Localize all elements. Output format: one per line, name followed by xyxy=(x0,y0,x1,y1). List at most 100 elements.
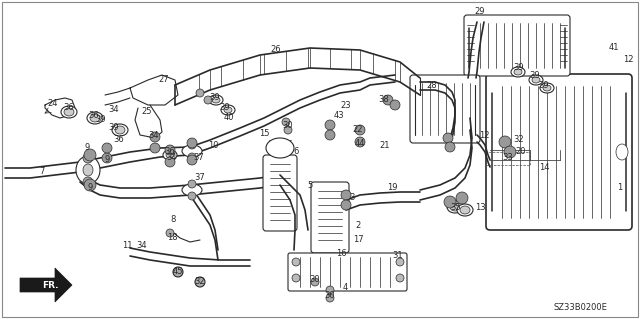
Text: 39: 39 xyxy=(109,123,119,132)
Text: 39: 39 xyxy=(96,115,106,124)
Text: 13: 13 xyxy=(475,204,485,212)
Text: 39: 39 xyxy=(539,80,549,90)
Text: 8: 8 xyxy=(170,216,176,225)
Ellipse shape xyxy=(456,192,468,204)
Text: 17: 17 xyxy=(353,235,364,244)
Ellipse shape xyxy=(383,95,393,105)
Ellipse shape xyxy=(112,124,128,136)
Ellipse shape xyxy=(84,149,96,161)
Text: 10: 10 xyxy=(208,140,218,150)
Text: 12: 12 xyxy=(479,130,489,139)
Text: 35: 35 xyxy=(451,203,461,211)
Ellipse shape xyxy=(529,75,543,85)
Text: 32: 32 xyxy=(195,278,205,286)
Ellipse shape xyxy=(84,179,96,191)
Ellipse shape xyxy=(188,153,196,161)
Text: 28: 28 xyxy=(427,80,437,90)
Ellipse shape xyxy=(165,157,175,167)
Ellipse shape xyxy=(83,177,93,187)
Ellipse shape xyxy=(511,67,525,77)
Text: 9: 9 xyxy=(88,183,93,192)
Ellipse shape xyxy=(282,118,290,126)
Text: 14: 14 xyxy=(539,164,549,173)
Ellipse shape xyxy=(450,203,460,211)
Text: 39: 39 xyxy=(210,93,220,101)
Ellipse shape xyxy=(396,274,404,282)
Ellipse shape xyxy=(90,114,100,122)
Ellipse shape xyxy=(514,69,522,75)
Ellipse shape xyxy=(390,100,400,110)
Ellipse shape xyxy=(173,267,183,277)
Text: 40: 40 xyxy=(224,114,234,122)
Ellipse shape xyxy=(212,97,220,103)
Ellipse shape xyxy=(83,153,93,163)
Ellipse shape xyxy=(326,294,334,302)
Ellipse shape xyxy=(504,146,516,158)
Text: 31: 31 xyxy=(393,250,403,259)
Ellipse shape xyxy=(311,278,319,286)
Ellipse shape xyxy=(221,105,235,115)
Text: 30: 30 xyxy=(324,292,335,300)
Text: 33: 33 xyxy=(502,153,513,162)
Text: 27: 27 xyxy=(159,76,170,85)
Text: 15: 15 xyxy=(259,129,269,137)
Text: 43: 43 xyxy=(333,112,344,121)
Ellipse shape xyxy=(102,143,112,153)
FancyBboxPatch shape xyxy=(410,75,480,143)
FancyBboxPatch shape xyxy=(464,15,570,76)
Text: 22: 22 xyxy=(353,125,364,135)
Text: 24: 24 xyxy=(48,100,58,108)
Ellipse shape xyxy=(532,77,540,83)
Ellipse shape xyxy=(444,196,456,208)
Ellipse shape xyxy=(187,155,197,165)
Text: 30: 30 xyxy=(283,122,293,130)
Text: 34: 34 xyxy=(148,130,159,139)
Text: 30: 30 xyxy=(310,276,320,285)
Ellipse shape xyxy=(187,138,197,148)
Ellipse shape xyxy=(188,180,196,188)
Text: FR.: FR. xyxy=(42,280,58,290)
Text: 36: 36 xyxy=(88,110,99,120)
Text: 37: 37 xyxy=(195,174,205,182)
Ellipse shape xyxy=(166,152,174,158)
Ellipse shape xyxy=(83,164,93,176)
FancyBboxPatch shape xyxy=(311,182,349,253)
Text: 11: 11 xyxy=(122,241,132,249)
Text: 36: 36 xyxy=(164,147,175,157)
Ellipse shape xyxy=(355,125,365,135)
Ellipse shape xyxy=(355,137,365,147)
Text: 1: 1 xyxy=(618,183,623,192)
Text: 37: 37 xyxy=(194,153,204,162)
Text: 39: 39 xyxy=(530,70,540,79)
Text: 34: 34 xyxy=(109,106,119,115)
Text: 44: 44 xyxy=(355,138,365,147)
Ellipse shape xyxy=(163,150,177,160)
Ellipse shape xyxy=(266,138,294,158)
Text: 34: 34 xyxy=(137,241,147,249)
Ellipse shape xyxy=(209,95,223,105)
Text: 45: 45 xyxy=(173,268,183,277)
Ellipse shape xyxy=(341,200,351,210)
Ellipse shape xyxy=(87,112,103,124)
Text: 16: 16 xyxy=(336,249,346,258)
Ellipse shape xyxy=(499,136,511,148)
Ellipse shape xyxy=(325,120,335,130)
Text: 6: 6 xyxy=(293,147,299,157)
Ellipse shape xyxy=(457,204,473,216)
Text: 36: 36 xyxy=(114,136,124,145)
Text: 36: 36 xyxy=(63,102,74,112)
Ellipse shape xyxy=(292,258,300,266)
Text: 12: 12 xyxy=(623,56,633,64)
Ellipse shape xyxy=(150,143,160,153)
Ellipse shape xyxy=(204,96,212,104)
Ellipse shape xyxy=(165,145,175,155)
Text: 34: 34 xyxy=(166,153,177,162)
Text: 2: 2 xyxy=(355,220,360,229)
FancyBboxPatch shape xyxy=(288,253,407,291)
Ellipse shape xyxy=(447,201,463,213)
Text: 38: 38 xyxy=(379,95,389,105)
Text: 3: 3 xyxy=(349,194,355,203)
Ellipse shape xyxy=(188,141,196,149)
Text: 18: 18 xyxy=(166,234,177,242)
Ellipse shape xyxy=(182,184,202,196)
